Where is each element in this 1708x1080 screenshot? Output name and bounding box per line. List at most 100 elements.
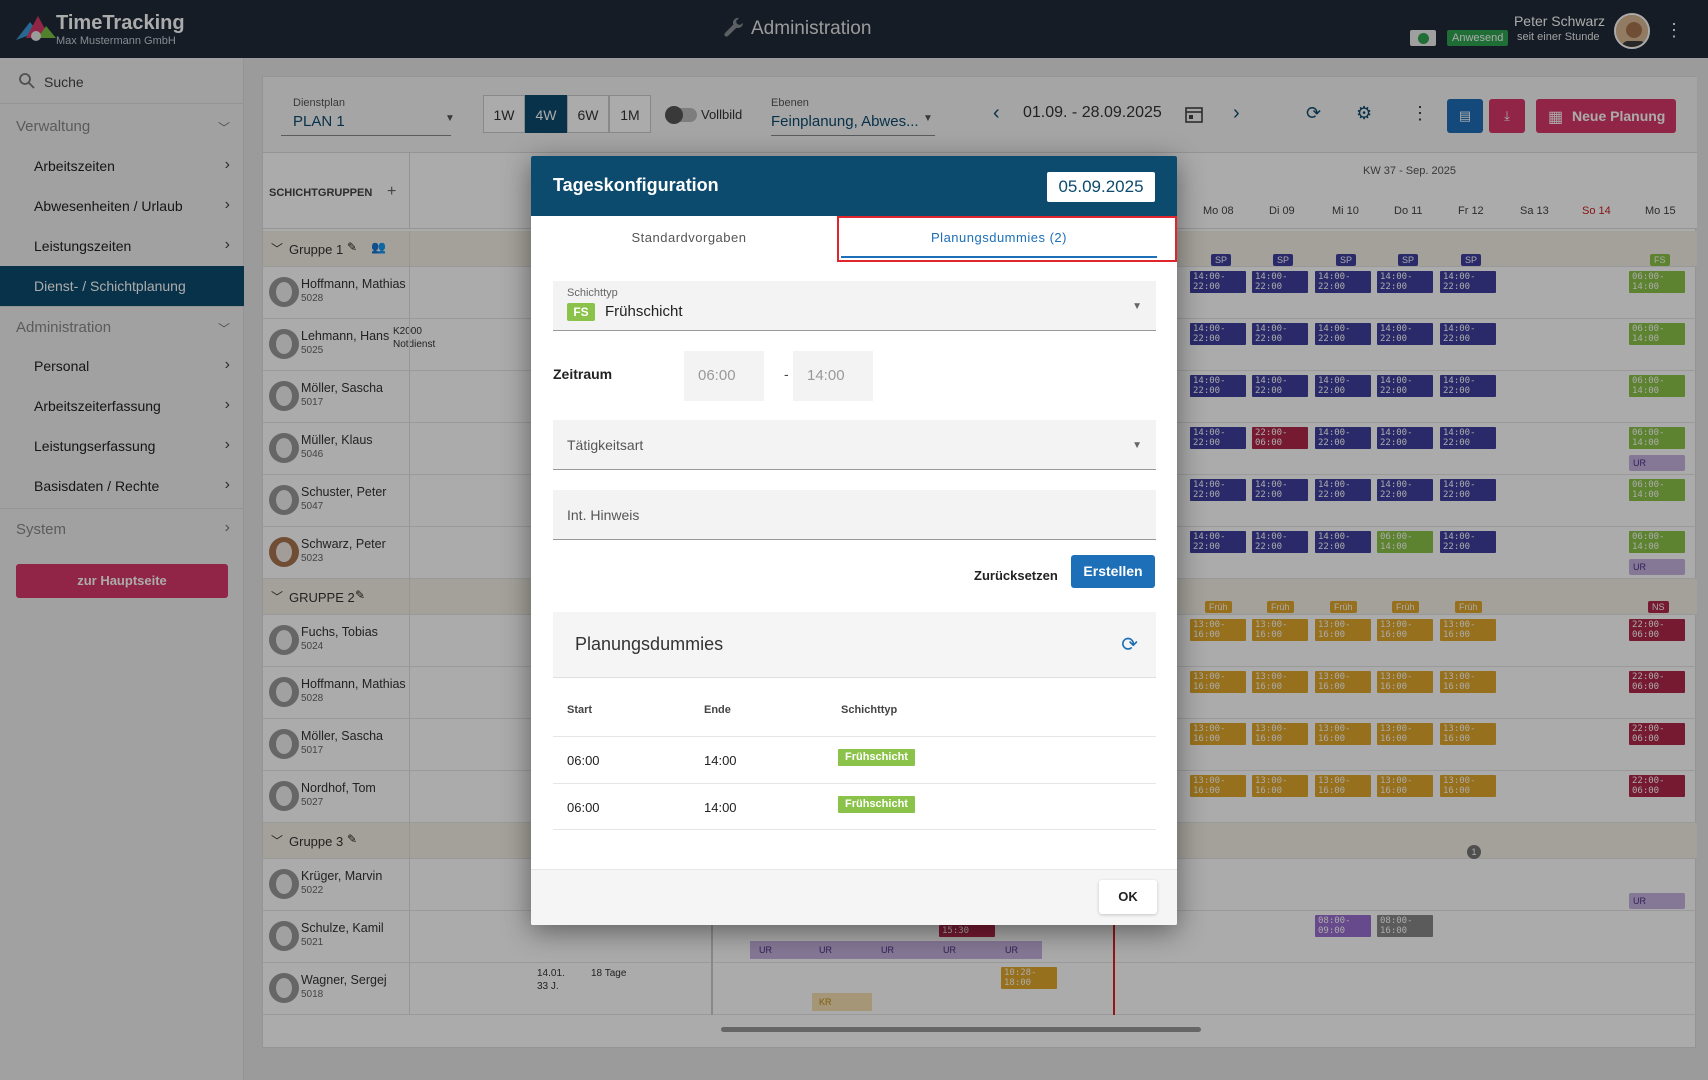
shift-cell[interactable]: 22:00- 06:00: [1629, 619, 1685, 641]
shift-cell[interactable]: 22:00- 06:00: [1629, 775, 1685, 797]
range-1m[interactable]: 1M: [609, 95, 651, 133]
taetigkeitsart-select[interactable]: Tätigkeitsart ▼: [553, 420, 1156, 470]
sidebar-item-basisdaten[interactable]: Basisdaten / Rechte ›: [34, 476, 230, 494]
dropdown-arrow-icon[interactable]: ▼: [923, 113, 933, 124]
time-to-input[interactable]: 14:00: [793, 351, 873, 401]
shift-cell[interactable]: 14:00- 22:00: [1440, 531, 1496, 553]
shift-cell[interactable]: 13:00- 16:00: [1440, 723, 1496, 745]
sidebar-item-arbeitszeiten[interactable]: Arbeitszeiten ›: [34, 156, 230, 174]
shift-cell[interactable]: 14:00- 22:00: [1315, 531, 1371, 553]
calendar-icon[interactable]: [1185, 105, 1203, 123]
shift-cell[interactable]: 14:00- 22:00: [1190, 531, 1246, 553]
shift-cell[interactable]: 14:00- 22:00: [1190, 271, 1246, 293]
dienstplan-select[interactable]: PLAN 1: [293, 113, 345, 130]
shift-cell[interactable]: 14:00- 22:00: [1252, 531, 1308, 553]
shift-cell[interactable]: 13:00- 16:00: [1252, 723, 1308, 745]
shift-cell[interactable]: 14:00- 22:00: [1190, 427, 1246, 449]
shift-cell[interactable]: 13:00- 16:00: [1440, 671, 1496, 693]
shift-cell[interactable]: 13:00- 16:00: [1315, 619, 1371, 641]
employee-row[interactable]: Wagner, Sergej 5018 14.01. 33 J. 18 Tage: [263, 963, 1697, 1015]
horizontal-scrollbar[interactable]: [721, 1027, 1201, 1032]
ebenen-select[interactable]: Feinplanung, Abwes...: [771, 113, 919, 130]
shift-cell[interactable]: 14:00- 22:00: [1315, 479, 1371, 501]
dropdown-arrow-icon[interactable]: ▼: [1132, 301, 1142, 312]
refresh-icon[interactable]: ⟳: [1121, 634, 1138, 656]
reset-button[interactable]: Zurücksetzen: [974, 568, 1058, 583]
shift-cell[interactable]: 13:00- 16:00: [1252, 619, 1308, 641]
shift-cell[interactable]: 13:00- 16:00: [1190, 671, 1246, 693]
sidebar-item-leistungserfassung[interactable]: Leistungserfassung ›: [34, 436, 230, 454]
shift-cell[interactable]: 13:00- 16:00: [1252, 775, 1308, 797]
shift-cell[interactable]: 13:00- 16:00: [1190, 619, 1246, 641]
shift-cell[interactable]: 15:30: [939, 925, 995, 937]
shift-cell[interactable]: 14:00- 22:00: [1315, 271, 1371, 293]
shift-cell[interactable]: 06:00- 14:00: [1629, 375, 1685, 397]
shift-cell[interactable]: 14:00- 22:00: [1315, 427, 1371, 449]
shift-cell[interactable]: 10:28- 18:00: [1001, 967, 1057, 989]
shift-cell[interactable]: 14:00- 22:00: [1252, 323, 1308, 345]
shift-cell[interactable]: 14:00- 22:00: [1315, 323, 1371, 345]
sidebar-item-abwesenheiten[interactable]: Abwesenheiten / Urlaub ›: [34, 196, 230, 214]
table-row[interactable]: 06:00 14:00 Frühschicht: [553, 783, 1156, 830]
shift-cell[interactable]: 13:00- 16:00: [1315, 775, 1371, 797]
shift-cell[interactable]: 13:00- 16:00: [1377, 723, 1433, 745]
employee-row[interactable]: Schulze, Kamil 5021: [263, 911, 1697, 963]
shift-cell[interactable]: 14:00- 22:00: [1440, 479, 1496, 501]
sidebar-section-system[interactable]: System ›: [0, 508, 244, 548]
shift-cell[interactable]: 13:00- 16:00: [1440, 619, 1496, 641]
vollbild-toggle[interactable]: [665, 106, 697, 124]
chevron-left-icon[interactable]: ‹: [993, 102, 1000, 124]
range-6w[interactable]: 6W: [567, 95, 609, 133]
sidebar-search[interactable]: Suche: [0, 58, 244, 104]
sidebar-item-arbeitszeiterfassung[interactable]: Arbeitszeiterfassung ›: [34, 396, 230, 414]
more-vertical-icon[interactable]: ⋮: [1411, 103, 1429, 123]
sidebar-item-leistungszeiten[interactable]: Leistungszeiten ›: [34, 236, 230, 254]
shift-cell[interactable]: 08:00- 09:00: [1315, 915, 1371, 937]
employee-row[interactable]: Fuchs, Tobias 5024: [263, 615, 1697, 667]
shift-cell[interactable]: 14:00- 22:00: [1440, 375, 1496, 397]
table-row[interactable]: 06:00 14:00 Frühschicht: [553, 736, 1156, 783]
shift-cell[interactable]: 06:00- 14:00: [1629, 427, 1685, 449]
shift-cell[interactable]: 14:00- 22:00: [1377, 375, 1433, 397]
shift-cell[interactable]: 14:00- 22:00: [1440, 271, 1496, 293]
shift-cell[interactable]: 06:00- 14:00: [1629, 271, 1685, 293]
create-button[interactable]: Erstellen: [1071, 555, 1155, 588]
user-avatar[interactable]: [1614, 13, 1650, 49]
range-1w[interactable]: 1W: [483, 95, 525, 133]
new-planning-button[interactable]: Neue Planung: [1536, 99, 1676, 133]
settings-icon[interactable]: ⚙: [1356, 103, 1373, 123]
shift-cell[interactable]: 08:00- 16:00: [1377, 915, 1433, 937]
shift-cell[interactable]: 06:00- 14:00: [1629, 531, 1685, 553]
shift-cell[interactable]: 14:00- 22:00: [1377, 323, 1433, 345]
shift-cell[interactable]: 13:00- 16:00: [1440, 775, 1496, 797]
shift-cell[interactable]: 13:00- 16:00: [1315, 723, 1371, 745]
schichttyp-select[interactable]: Schichttyp FS Frühschicht ▼: [553, 281, 1156, 331]
download-button[interactable]: ⤓: [1489, 99, 1525, 133]
shift-cell[interactable]: 14:00- 22:00: [1190, 375, 1246, 397]
dropdown-arrow-icon[interactable]: ▼: [1132, 440, 1142, 451]
sidebar-section-administration[interactable]: Administration ﹀: [0, 306, 244, 346]
shift-cell[interactable]: 22:00- 06:00: [1629, 723, 1685, 745]
shift-cell[interactable]: 22:00- 06:00: [1252, 427, 1308, 449]
shift-cell[interactable]: 06:00- 14:00: [1377, 531, 1433, 553]
shift-cell[interactable]: 14:00- 22:00: [1190, 323, 1246, 345]
chevron-right-icon[interactable]: ›: [1233, 102, 1240, 124]
shift-cell[interactable]: 13:00- 16:00: [1252, 671, 1308, 693]
shift-cell[interactable]: 13:00- 16:00: [1190, 775, 1246, 797]
add-group-icon[interactable]: +: [387, 183, 397, 200]
shift-cell[interactable]: 13:00- 16:00: [1377, 671, 1433, 693]
sidebar-item-schichtplanung[interactable]: Dienst- / Schichtplanung: [0, 266, 244, 306]
shift-cell[interactable]: 14:00- 22:00: [1252, 375, 1308, 397]
shift-cell[interactable]: 13:00- 16:00: [1377, 775, 1433, 797]
range-4w[interactable]: 4W: [525, 95, 567, 133]
dropdown-arrow-icon[interactable]: ▼: [445, 113, 455, 124]
tab-planungsdummies[interactable]: Planungsdummies (2): [931, 230, 1067, 245]
shift-cell[interactable]: 14:00- 22:00: [1377, 427, 1433, 449]
hinweis-input[interactable]: Int. Hinweis: [553, 490, 1156, 540]
home-button[interactable]: zur Hauptseite: [16, 564, 228, 598]
shift-cell[interactable]: 14:00- 22:00: [1377, 479, 1433, 501]
layers-button[interactable]: ▤: [1447, 99, 1483, 133]
tab-standardvorgaben[interactable]: Standardvorgaben: [631, 230, 747, 245]
ok-button[interactable]: OK: [1099, 880, 1157, 914]
more-menu-icon[interactable]: ⋮: [1665, 20, 1683, 40]
